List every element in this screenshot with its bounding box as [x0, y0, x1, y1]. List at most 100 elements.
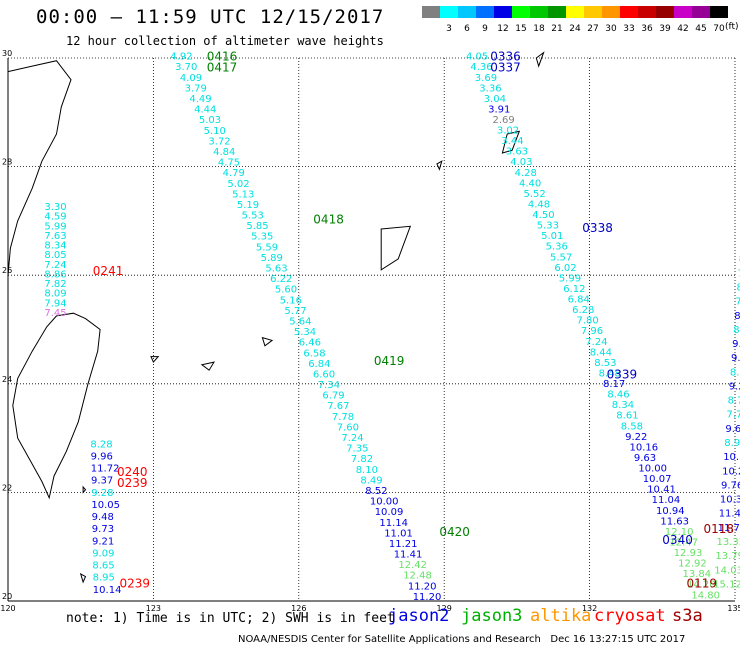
wave-height-value: 10.37 [723, 452, 740, 463]
pass-time-label: 0118 [704, 522, 735, 536]
wave-height-value: 11.63 [660, 516, 689, 527]
wave-height-value: 8.05 [44, 250, 66, 261]
color-swatch [692, 6, 710, 18]
wave-height-value: 8.01 [734, 311, 740, 322]
wave-height-value: 9.63 [634, 453, 656, 464]
wave-height-value: 5.01 [541, 231, 563, 242]
wave-height-value: 3.79 [185, 83, 207, 94]
wave-height-value: 5.35 [251, 232, 273, 243]
wave-height-value: 7.24 [44, 260, 66, 271]
pass-time-label: 0239 [117, 476, 148, 490]
china-coastline [7, 60, 72, 276]
wave-height-value: 5.63 [265, 264, 287, 275]
wave-height-value: 3.70 [175, 62, 197, 73]
wave-height-value: 4.03 [510, 157, 532, 168]
lon-label: 123 [146, 604, 161, 613]
legend-item-cryosat: cryosat [594, 606, 666, 626]
pass-time-label: 0240 [117, 465, 148, 479]
wave-height-value: 9.09 [92, 549, 114, 560]
wave-height-value: 6.02 [554, 263, 576, 274]
island-coastline [261, 336, 274, 347]
lon-label: 135 [727, 604, 740, 613]
wave-height-value: 6.79 [322, 391, 344, 402]
wave-height-value: 13.84 [683, 569, 712, 580]
wave-height-value: 10.20 [722, 466, 740, 477]
wave-height-value: 11.04 [652, 495, 681, 506]
wave-height-value: 3.69 [475, 73, 497, 84]
wave-height-value: 12.93 [674, 548, 703, 559]
lon-label: 120 [0, 604, 15, 613]
wave-height-value: 11.49 [719, 509, 740, 520]
wave-height-value: 11.01 [384, 528, 413, 539]
color-swatch [656, 6, 674, 18]
wave-height-value: 5.99 [44, 221, 66, 232]
wave-height-value: 8.4 [737, 283, 740, 294]
color-scale-label: 45 [695, 24, 707, 34]
wave-height-value: 4.28 [515, 168, 537, 179]
wave-height-value: 3.02 [497, 126, 519, 137]
pass-time-label: 0336 [490, 50, 521, 64]
wave-height-value: 12.42 [398, 560, 427, 571]
wave-height-value: 5.16 [280, 295, 302, 306]
wave-height-value: 8.53 [594, 358, 616, 369]
island-coastline [150, 356, 160, 364]
credit-footer: NOAA/NESDIS Center for Satellite Applica… [238, 634, 685, 645]
wave-height-value: 7.82 [44, 279, 66, 290]
color-scale-label: 24 [569, 24, 581, 34]
legend-item-altika: altika [530, 606, 592, 626]
wave-height-value: 3.91 [488, 104, 510, 115]
wave-height-value: 9.21 [92, 536, 114, 547]
wave-height-value: 8.52 [365, 486, 387, 497]
wave-height-value: 9.28 [91, 488, 113, 499]
wave-height-value: 10.94 [656, 506, 685, 517]
wave-height-value: 5.19 [237, 200, 259, 211]
wave-height-value: 7.86 [735, 297, 740, 308]
page-subtitle: 12 hour collection of altimeter wave hei… [66, 34, 384, 48]
color-scale-label: 12 [497, 24, 509, 34]
wave-height-value: 8.49 [733, 325, 740, 336]
lat-label: 30 [2, 49, 12, 58]
wave-height-value: 6.58 [303, 348, 325, 359]
wave-height-value: 5.89 [261, 253, 283, 264]
wave-height-value: 9.48 [92, 512, 114, 523]
wave-height-value: 8.34 [44, 241, 66, 252]
island-coastline [82, 485, 87, 494]
wave-height-value: 7.24 [585, 337, 607, 348]
wave-height-value: 10.09 [375, 507, 404, 518]
wave-height-value: 7.34 [318, 380, 340, 391]
wave-height-value: 8.17 [603, 379, 625, 390]
wave-height-value: 9.22 [732, 339, 740, 350]
wave-height-value: 5.53 [242, 211, 264, 222]
color-scale-label: 3 [446, 24, 452, 34]
wave-height-value: 5.85 [246, 221, 268, 232]
color-scale-label: 9 [482, 24, 488, 34]
island-coastline [380, 225, 412, 271]
wave-height-value: 11.20 [413, 592, 442, 603]
wave-height-value: 8.65 [92, 561, 114, 572]
wave-height-value: 7.80 [577, 316, 599, 327]
wave-height-value: 8.97 [724, 438, 740, 449]
coastlines [7, 51, 545, 584]
legend-item-jason2: jason2 [388, 606, 450, 626]
wave-height-value: 15.12 [713, 579, 740, 590]
color-swatch [440, 6, 458, 18]
wave-height-value: 8.09 [44, 289, 66, 300]
wave-height-value: 2.69 [493, 115, 515, 126]
wave-height-value: 10.00 [638, 464, 667, 475]
wave-height-value: 6.84 [568, 295, 590, 306]
wave-height-value: 4.49 [189, 94, 211, 105]
legend-item-s3a: s3a [672, 606, 703, 626]
wave-height-value: 7.78 [332, 412, 354, 423]
color-swatch [512, 6, 530, 18]
wave-height-value: 5.03 [199, 115, 221, 126]
wave-height-value: 10.31 [720, 495, 740, 506]
wave-height-value: 7.63 [44, 231, 66, 242]
wave-height-value: 10.16 [630, 442, 659, 453]
wave-height-value: 10.14 [93, 585, 122, 596]
pass-time-labels: 0416041704180419042002410240023902390336… [93, 50, 734, 591]
color-scale-label: 21 [551, 24, 563, 34]
color-swatch [530, 6, 548, 18]
wave-height-value: 5.13 [232, 189, 254, 200]
wave-height-value: 7.96 [581, 326, 603, 337]
